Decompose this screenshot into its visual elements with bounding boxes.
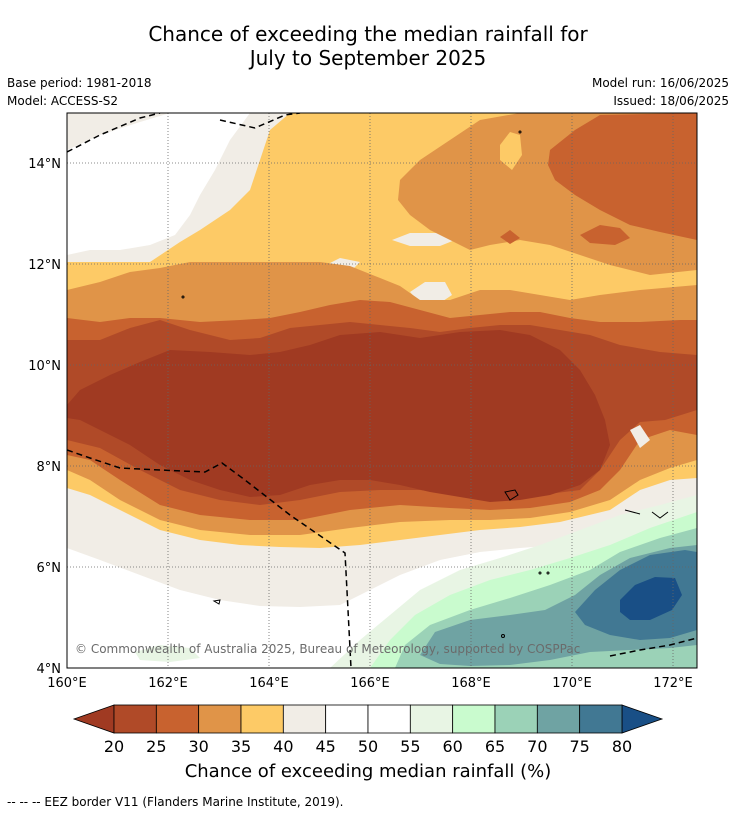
- title-line-2: July to September 2025: [249, 46, 487, 70]
- colorbar-segment: [536, 704, 581, 734]
- lat-label: 6°N: [37, 561, 62, 576]
- lat-label: 14°N: [28, 157, 61, 172]
- map-title: Chance of exceeding the median rainfall …: [0, 22, 736, 70]
- island-40-45-e: [630, 425, 650, 448]
- colorbar-tick-label: 55: [400, 737, 420, 756]
- island-55-60: [135, 645, 200, 662]
- eez-legend: -- -- -- EEZ border V11 (Flanders Marine…: [7, 795, 344, 809]
- colorbar-segment: [198, 704, 242, 734]
- meta-left: Base period: 1981-2018 Model: ACCESS-S2: [7, 74, 152, 110]
- island-25-30-a: [580, 225, 630, 245]
- lon-label: 170°E: [552, 676, 592, 691]
- island-outlines: [181, 130, 669, 638]
- island-40-45-c: [392, 233, 455, 246]
- colorbar-tick-label: 45: [315, 737, 335, 756]
- lat-label: 10°N: [28, 359, 61, 374]
- colorbar-tick-label: 35: [231, 737, 251, 756]
- colorbar-tick-label: 60: [442, 737, 462, 756]
- lon-label: 162°E: [148, 676, 188, 691]
- lon-labels: 160°E 162°E 164°E 166°E 168°E 170°E 172°…: [47, 676, 693, 691]
- base-period: Base period: 1981-2018: [7, 76, 152, 90]
- colorbar-extend-low: [72, 704, 115, 734]
- contour-fill-layers: [67, 113, 697, 668]
- colorbar-tick-label: 20: [104, 737, 124, 756]
- lat-label: 12°N: [28, 258, 61, 273]
- colorbar-tick-label: 50: [358, 737, 378, 756]
- region-45-50-upper-left: [67, 113, 250, 255]
- map-frame: [66, 112, 698, 669]
- colorbar-segment: [409, 704, 454, 734]
- island-40-45-d: [410, 282, 452, 303]
- region-gt80: [620, 577, 682, 620]
- colorbar-title: Chance of exceeding median rainfall (%): [184, 761, 552, 782]
- model-name: Model: ACCESS-S2: [7, 94, 119, 108]
- colorbar-segment: [155, 704, 200, 734]
- colorbar-tick-label: 70: [527, 737, 547, 756]
- lon-label: 172°E: [653, 676, 693, 691]
- meta-right: Model run: 16/06/2025 Issued: 18/06/2025: [592, 74, 729, 110]
- colorbar-tick-label: 30: [188, 737, 208, 756]
- colorbar-tick-label: 75: [569, 737, 589, 756]
- region-lt20: [67, 330, 610, 502]
- island-25-30-b: [500, 230, 520, 244]
- colorbar-tick-label: 25: [146, 737, 166, 756]
- region-25-30-north: [548, 113, 697, 240]
- copyright-text: © Commonwealth of Australia 2025, Bureau…: [75, 642, 580, 656]
- issued-date: Issued: 18/06/2025: [613, 94, 729, 108]
- lat-labels: 14°N 12°N 10°N 8°N 6°N 4°N: [28, 157, 61, 677]
- colorbar: 20 25 30 35 40 45 50 55 60 65 70 75 80: [72, 704, 664, 756]
- colorbar-segment: [367, 704, 411, 734]
- model-run: Model run: 16/06/2025: [591, 76, 729, 90]
- lon-label: 164°E: [249, 676, 289, 691]
- colorbar-segment: [579, 704, 623, 734]
- island-35-40: [500, 132, 522, 170]
- colorbar-segment: [113, 704, 157, 734]
- colorbar-segment: [282, 704, 327, 734]
- colorbar-extend-high: [621, 704, 664, 734]
- colorbar-segment: [325, 704, 369, 734]
- lat-label: 4°N: [37, 662, 62, 677]
- lon-label: 160°E: [47, 676, 87, 691]
- lon-label: 168°E: [451, 676, 491, 691]
- title-line-1: Chance of exceeding the median rainfall …: [148, 22, 588, 46]
- graticule: [67, 113, 697, 668]
- colorbar-tick-label: 65: [485, 737, 505, 756]
- colorbar-tick-label: 40: [273, 737, 293, 756]
- colorbar-segment: [452, 704, 496, 734]
- colorbar-segment: [240, 704, 284, 734]
- colorbar-segment: [494, 704, 538, 734]
- colorbar-tick-label: 80: [612, 737, 632, 756]
- lon-label: 166°E: [350, 676, 390, 691]
- eez-border: [67, 113, 697, 668]
- lat-label: 8°N: [37, 460, 62, 475]
